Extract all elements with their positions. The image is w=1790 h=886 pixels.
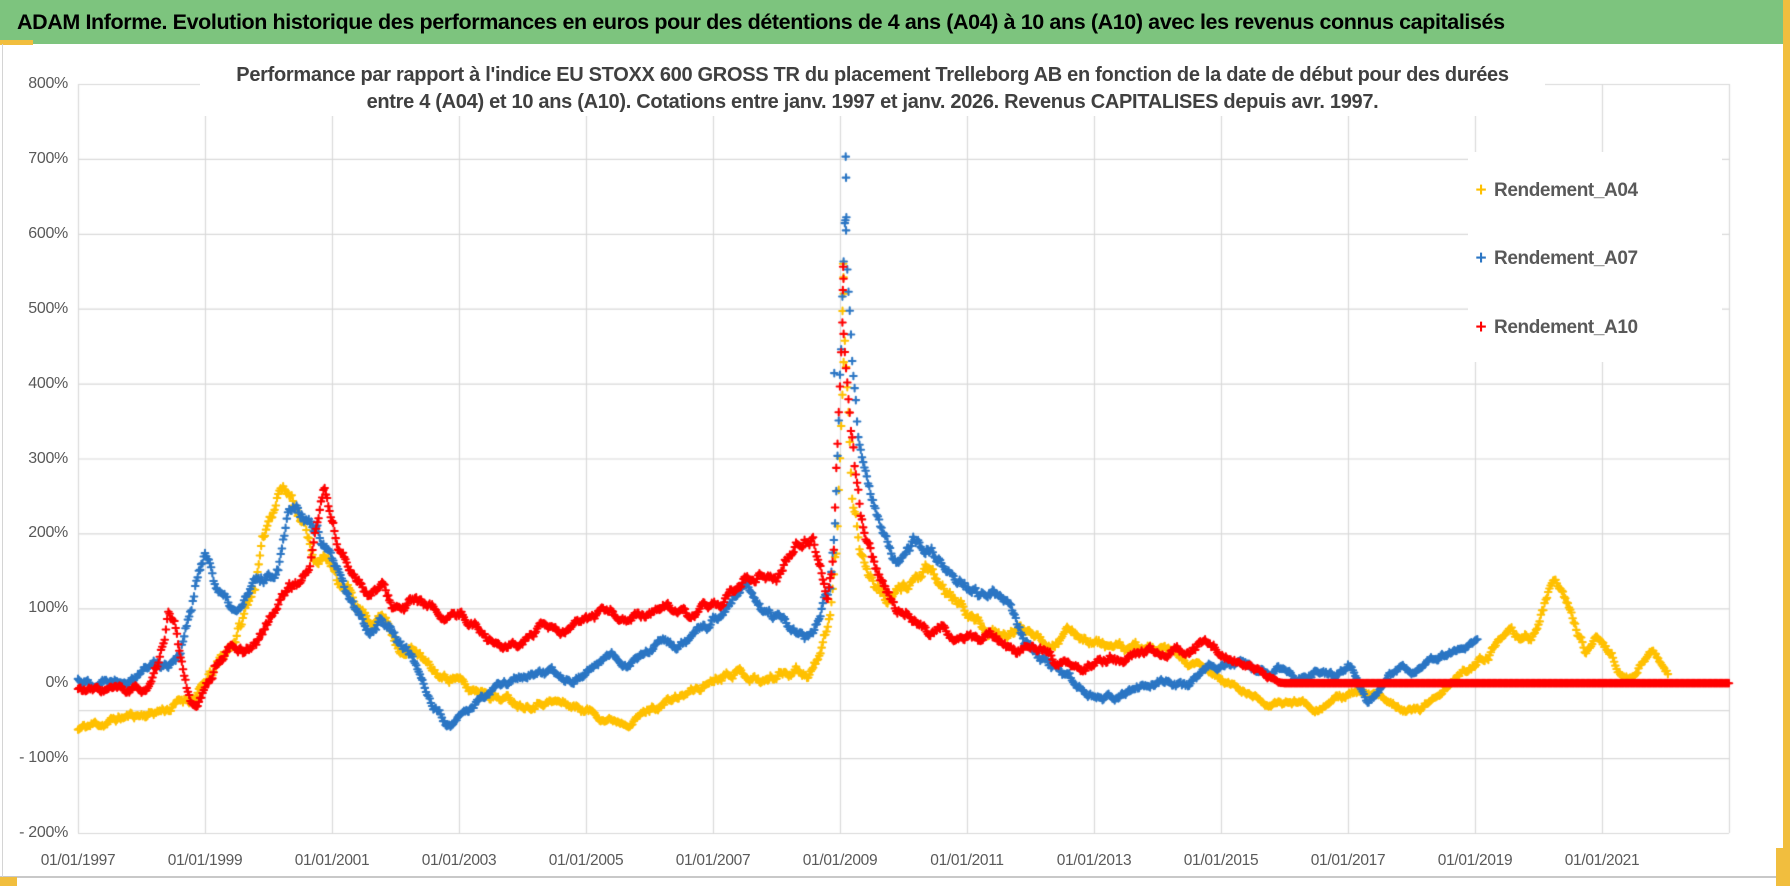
y-tick-label: - 200% bbox=[19, 824, 68, 841]
x-tick-label: 01/01/2001 bbox=[294, 852, 370, 869]
y-tick-label: 700% bbox=[28, 149, 68, 167]
chart-title-line2: entre 4 (A04) et 10 ans (A10). Cotations… bbox=[366, 91, 1379, 113]
legend-item-a10[interactable]: + Rendement_A10 bbox=[1468, 313, 1722, 343]
window-border-bottom-line bbox=[0, 876, 1783, 878]
header-bar: ADAM Informe. Evolution historique des p… bbox=[0, 0, 1783, 44]
legend[interactable]: + Rendement_A04 + Rendement_A07 + Rendem… bbox=[1468, 152, 1722, 362]
yellow-accent-notch bbox=[0, 40, 33, 45]
window-border-right bbox=[1783, 0, 1790, 886]
y-tick-label: 800% bbox=[28, 75, 68, 92]
y-tick-label: 400% bbox=[28, 374, 68, 392]
x-tick-label: 01/01/2013 bbox=[1056, 852, 1132, 869]
window-corner-bottom-right bbox=[1776, 848, 1790, 886]
y-tick-label: 0% bbox=[45, 674, 68, 692]
legend-label-a04: Rendement_A04 bbox=[1494, 180, 1638, 201]
header-title: ADAM Informe. Evolution historique des p… bbox=[17, 9, 1505, 34]
x-tick-label: 01/01/2011 bbox=[930, 852, 1004, 869]
window-corner-bottom-left bbox=[0, 877, 17, 886]
y-tick-label: 500% bbox=[28, 299, 68, 317]
plus-marker-icon: + bbox=[1475, 248, 1487, 269]
x-tick-label: 01/01/1999 bbox=[167, 852, 243, 869]
x-tick-label: 01/01/2007 bbox=[675, 852, 751, 869]
legend-item-a07[interactable]: + Rendement_A07 bbox=[1468, 244, 1722, 274]
y-tick-label: 600% bbox=[28, 224, 68, 242]
x-tick-label: 01/01/2003 bbox=[421, 852, 497, 869]
y-tick-label: 300% bbox=[28, 449, 68, 467]
x-tick-label: 01/01/2017 bbox=[1310, 852, 1386, 869]
plus-marker-icon: + bbox=[1475, 180, 1487, 201]
legend-item-a04[interactable]: + Rendement_A04 bbox=[1468, 176, 1722, 206]
x-tick-label: 01/01/2021 bbox=[1564, 852, 1640, 869]
window-border-left bbox=[2, 44, 3, 877]
legend-label-a10: Rendement_A10 bbox=[1494, 317, 1638, 338]
legend-label-a07: Rendement_A07 bbox=[1494, 248, 1638, 269]
x-tick-label: 01/01/2019 bbox=[1437, 852, 1513, 869]
chart-title: Performance par rapport à l'indice EU ST… bbox=[200, 62, 1545, 116]
x-tick-label: 01/01/2005 bbox=[548, 852, 624, 869]
y-tick-label: 200% bbox=[28, 524, 68, 542]
y-tick-label: 100% bbox=[28, 599, 68, 617]
x-tick-label: 01/01/2015 bbox=[1183, 852, 1259, 869]
chart-title-line1: Performance par rapport à l'indice EU ST… bbox=[236, 64, 1509, 86]
plus-marker-icon: + bbox=[1475, 317, 1487, 338]
x-tick-label: 01/01/1997 bbox=[40, 852, 116, 869]
y-tick-label: - 100% bbox=[19, 749, 68, 767]
x-tick-label: 01/01/2009 bbox=[802, 852, 878, 869]
